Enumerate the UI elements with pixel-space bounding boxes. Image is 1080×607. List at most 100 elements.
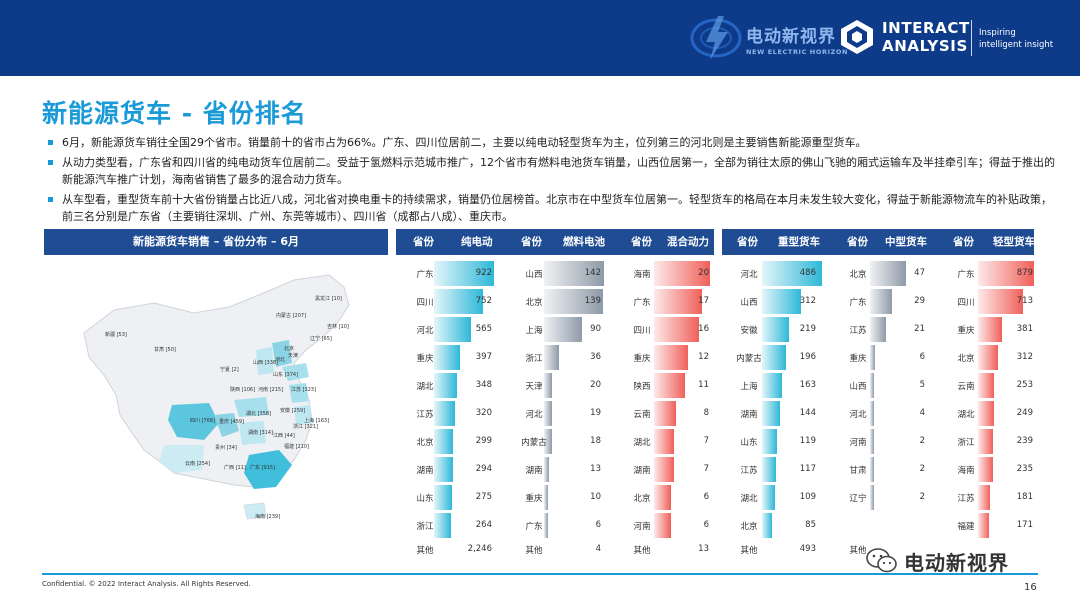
bar-3-5 xyxy=(762,401,780,426)
bar-4-1 xyxy=(870,289,893,314)
value-label: 2 xyxy=(919,436,925,446)
map-label: 吉林 [10] xyxy=(327,324,349,330)
map-label: 辽宁 [65] xyxy=(310,336,332,342)
bar-0-4 xyxy=(434,373,457,398)
bullet-list: 6月，新能源货车销往全国29个省市。销量前十的省市占为66%。广东、四川位居前二… xyxy=(46,134,1056,228)
value-label: 139 xyxy=(584,296,601,306)
province-label: 云南 xyxy=(633,410,651,420)
value-label: 5 xyxy=(919,380,925,390)
shandong-region xyxy=(282,363,309,381)
province-label: 上海 xyxy=(525,326,543,336)
bar-2-8 xyxy=(654,485,671,510)
bar-0-2 xyxy=(434,317,471,342)
value-label: 752 xyxy=(475,296,492,306)
province-label: 浙江 xyxy=(957,438,975,448)
province-label: 广东 xyxy=(957,270,975,280)
bar-3-1 xyxy=(762,289,801,314)
bar-4-4 xyxy=(870,373,874,398)
bar-1-5 xyxy=(544,401,553,426)
bar-4-6 xyxy=(870,429,874,454)
guangdong-region xyxy=(244,450,292,489)
province-label: 江苏 xyxy=(416,410,434,420)
value-label: 348 xyxy=(475,380,492,390)
bar-5-5 xyxy=(978,401,994,426)
other-label: 其他 xyxy=(740,546,758,556)
province-label: 天津 xyxy=(525,382,543,392)
value-label: 163 xyxy=(799,380,816,390)
province-label: 山西 xyxy=(525,270,543,280)
bar-1-2 xyxy=(544,317,583,342)
bar-0-9 xyxy=(434,513,452,538)
bar-3-6 xyxy=(762,429,777,454)
bar-3-0 xyxy=(762,261,822,286)
bar-5-7 xyxy=(978,457,993,482)
province-label: 陕西 xyxy=(633,382,651,392)
province-label: 甘肃 xyxy=(849,466,867,476)
value-label: 397 xyxy=(475,352,492,362)
province-label: 广东 xyxy=(525,522,543,532)
col-title-bev: 纯电动 xyxy=(461,236,493,248)
province-label: 重庆 xyxy=(849,354,867,364)
bar-2-9 xyxy=(654,513,671,538)
map-label: 上海 [163] xyxy=(304,418,330,424)
page-title: 新能源货车 - 省份排名 xyxy=(42,99,307,128)
bar-3-7 xyxy=(762,457,777,482)
bar-1-1 xyxy=(544,289,603,314)
value-label: 312 xyxy=(799,296,816,306)
other-value: 4 xyxy=(595,544,601,554)
bar-2-6 xyxy=(654,429,674,454)
value-label: 196 xyxy=(799,352,816,362)
province-label: 河北 xyxy=(416,326,434,336)
province-label: 四川 xyxy=(416,298,434,308)
value-label: 181 xyxy=(1016,492,1033,502)
bar-5-6 xyxy=(978,429,994,454)
map-label: 江西 [44] xyxy=(273,433,295,439)
col-province-3: 省份 xyxy=(631,236,652,248)
bar-3-8 xyxy=(762,485,776,510)
value-label: 713 xyxy=(1016,296,1033,306)
value-label: 7 xyxy=(703,464,709,474)
value-label: 2 xyxy=(919,464,925,474)
bar-4-2 xyxy=(870,317,887,342)
footer-divider xyxy=(42,573,1038,575)
province-label: 重庆 xyxy=(633,354,651,364)
value-label: 21 xyxy=(914,324,925,334)
other-value: 13 xyxy=(698,544,709,554)
col-province-1: 省份 xyxy=(413,236,434,248)
map-label: 山东 [374] xyxy=(273,372,299,378)
value-label: 12 xyxy=(698,352,709,362)
value-label: 486 xyxy=(799,268,816,278)
map-label: 重庆 [459] xyxy=(219,419,245,425)
value-label: 6 xyxy=(595,520,601,530)
bullet-item: 从车型看，重型货车前十大省份销量占比近八成，河北省对换电重卡的持续需求，销量仍位… xyxy=(46,191,1056,225)
province-label: 云南 xyxy=(957,382,975,392)
value-label: 109 xyxy=(799,492,816,502)
province-label: 上海 xyxy=(740,382,758,392)
value-label: 922 xyxy=(475,268,492,278)
province-label: 北京 xyxy=(525,298,543,308)
province-label: 河北 xyxy=(525,410,543,420)
province-label: 山西 xyxy=(740,298,758,308)
bar-2-4 xyxy=(654,373,685,398)
value-label: 20 xyxy=(590,380,601,390)
tagline-line-2: intelligent insight xyxy=(979,40,1054,50)
top-banner: 电动新视界 NEW ELECTRIC HORIZON INTERACT ANAL… xyxy=(0,0,1080,76)
bar-0-6 xyxy=(434,429,454,454)
map-label: 湖北 [358] xyxy=(246,411,272,417)
province-label: 湖南 xyxy=(633,466,651,476)
bar-1-9 xyxy=(544,513,548,538)
province-label: 河北 xyxy=(740,270,758,280)
bullet-item: 6月，新能源货车销往全国29个省市。销量前十的省市占为66%。广东、四川位居前二… xyxy=(46,134,1056,151)
province-label: 四川 xyxy=(633,326,651,336)
other-label: 其他 xyxy=(525,546,543,556)
confidential-notice: Confidential. © 2022 Interact Analysis. … xyxy=(42,580,251,588)
logo-en-text: NEW ELECTRIC HORIZON xyxy=(746,48,849,56)
bar-0-0 xyxy=(434,261,494,286)
province-label: 湖北 xyxy=(740,494,758,504)
province-label: 北京 xyxy=(849,270,867,280)
value-label: 8 xyxy=(703,408,709,418)
province-label: 内蒙古 xyxy=(736,354,762,364)
col-title-fuel-cell: 燃料电池 xyxy=(563,236,605,248)
col-title-heavy: 重型货车 xyxy=(778,236,820,248)
bar-5-4 xyxy=(978,373,995,398)
